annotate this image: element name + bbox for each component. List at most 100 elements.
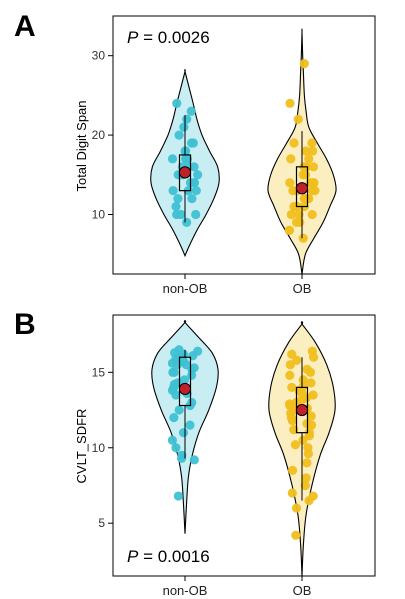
- data-point-non-ob: [189, 455, 199, 465]
- data-point-ob: [304, 193, 314, 204]
- y-tick-label-a: 30: [92, 49, 106, 63]
- data-point-ob: [305, 367, 316, 377]
- data-point-ob: [285, 360, 295, 370]
- data-point-non-ob: [177, 453, 187, 463]
- data-point-ob: [285, 98, 295, 108]
- data-point-non-ob: [187, 370, 197, 380]
- data-point-ob: [303, 449, 313, 459]
- data-point-non-ob: [193, 170, 203, 180]
- data-point-ob: [298, 435, 308, 445]
- data-point-non-ob: [182, 114, 192, 124]
- data-point-non-ob: [191, 209, 201, 220]
- data-point-ob: [299, 59, 309, 69]
- mean-marker-non-ob: [178, 166, 192, 179]
- chart-panel-b: CVLT_SDFR P = 0.0016 5 10 15 non-OB OB: [74, 314, 376, 598]
- data-point-non-ob: [185, 420, 195, 430]
- plot-area-a: [112, 15, 376, 275]
- chart-panel-a: Total Digit Span P = 0.0026 10 20 30 non-O…: [74, 15, 376, 296]
- data-point-non-ob: [182, 217, 192, 227]
- data-point-ob: [291, 217, 302, 227]
- data-point-non-ob: [173, 193, 183, 204]
- y-axis-label-a: Total Digit Span: [74, 100, 89, 191]
- x-tick-label-non-ob: non-OB: [163, 583, 208, 598]
- data-point-ob: [307, 420, 317, 430]
- data-point-ob: [286, 154, 296, 164]
- y-tick-label-b: 15: [92, 365, 106, 379]
- data-point-non-ob: [167, 435, 178, 445]
- data-point-non-ob: [168, 186, 178, 196]
- data-point-non-ob: [179, 122, 189, 132]
- data-point-non-ob: [171, 201, 181, 212]
- x-tick-label-non-ob: non-OB: [163, 281, 208, 296]
- data-point-non-ob: [173, 491, 184, 501]
- boxes-a: [178, 115, 309, 239]
- data-point-ob: [302, 458, 312, 468]
- data-point-ob: [291, 503, 302, 513]
- y-tick-label-a: 10: [92, 207, 106, 221]
- data-point-ob: [291, 530, 301, 540]
- data-point-ob: [292, 355, 302, 365]
- data-point-ob: [301, 146, 311, 156]
- mean-marker-ob: [295, 182, 309, 195]
- data-point-ob: [301, 473, 311, 483]
- data-point-non-ob: [191, 186, 201, 196]
- data-point-non-ob: [174, 130, 184, 140]
- data-point-ob: [300, 170, 310, 180]
- data-point-non-ob: [186, 106, 196, 116]
- data-point-ob: [307, 138, 317, 148]
- data-point-non-ob: [189, 162, 199, 172]
- data-point-non-ob: [167, 154, 178, 164]
- data-point-non-ob: [178, 428, 189, 438]
- mean-marker-ob: [295, 403, 309, 417]
- data-point-ob: [304, 495, 314, 506]
- data-point-ob: [298, 233, 308, 243]
- data-point-ob: [287, 416, 297, 426]
- data-point-non-ob: [189, 178, 199, 188]
- y-tick-label-b: 5: [98, 516, 105, 530]
- data-point-ob: [294, 209, 304, 220]
- data-point-non-ob: [169, 412, 179, 423]
- mean-marker-non-ob: [178, 382, 192, 396]
- data-point-ob: [293, 114, 303, 124]
- data-point-ob: [285, 370, 295, 380]
- y-ticks-b: 5 10 15: [92, 365, 113, 530]
- data-point-non-ob: [187, 193, 197, 204]
- data-point-ob: [306, 378, 316, 388]
- data-point-ob: [308, 146, 318, 156]
- data-point-ob: [287, 488, 297, 498]
- data-point-non-ob: [172, 98, 182, 108]
- x-tick-label-ob: OB: [293, 583, 312, 598]
- data-point-ob: [290, 440, 301, 450]
- data-point-ob: [288, 186, 298, 196]
- plot-area-b: [112, 314, 376, 577]
- data-point-non-ob: [182, 154, 193, 164]
- data-point-ob: [286, 209, 296, 220]
- data-point-ob: [310, 186, 320, 196]
- data-point-non-ob: [176, 209, 186, 220]
- data-point-ob: [285, 178, 295, 188]
- data-point-ob: [300, 480, 310, 491]
- data-point-ob: [306, 411, 316, 421]
- data-point-non-ob: [169, 367, 179, 377]
- data-point-ob: [287, 465, 298, 475]
- data-point-ob: [289, 138, 299, 148]
- data-point-non-ob: [181, 146, 191, 156]
- x-tick-label-ob: OB: [293, 281, 312, 296]
- data-point-ob: [307, 209, 317, 220]
- data-point-ob: [284, 225, 295, 235]
- data-point-non-ob: [171, 443, 181, 453]
- data-point-non-ob: [174, 405, 184, 415]
- data-point-non-ob: [171, 390, 181, 400]
- data-point-ob: [308, 162, 319, 172]
- data-point-ob: [308, 352, 319, 362]
- data-point-non-ob: [188, 351, 198, 361]
- panel-letter-a: A: [14, 10, 36, 43]
- box-non-ob: [178, 356, 192, 407]
- data-point-non-ob: [186, 138, 197, 148]
- y-tick-label-a: 20: [92, 128, 106, 142]
- x-ticks-a: non-OB OB: [163, 274, 312, 296]
- panel-letter-b: B: [14, 308, 36, 341]
- y-tick-label-b: 10: [92, 441, 106, 455]
- p-value-b: P = 0.0016: [127, 547, 210, 566]
